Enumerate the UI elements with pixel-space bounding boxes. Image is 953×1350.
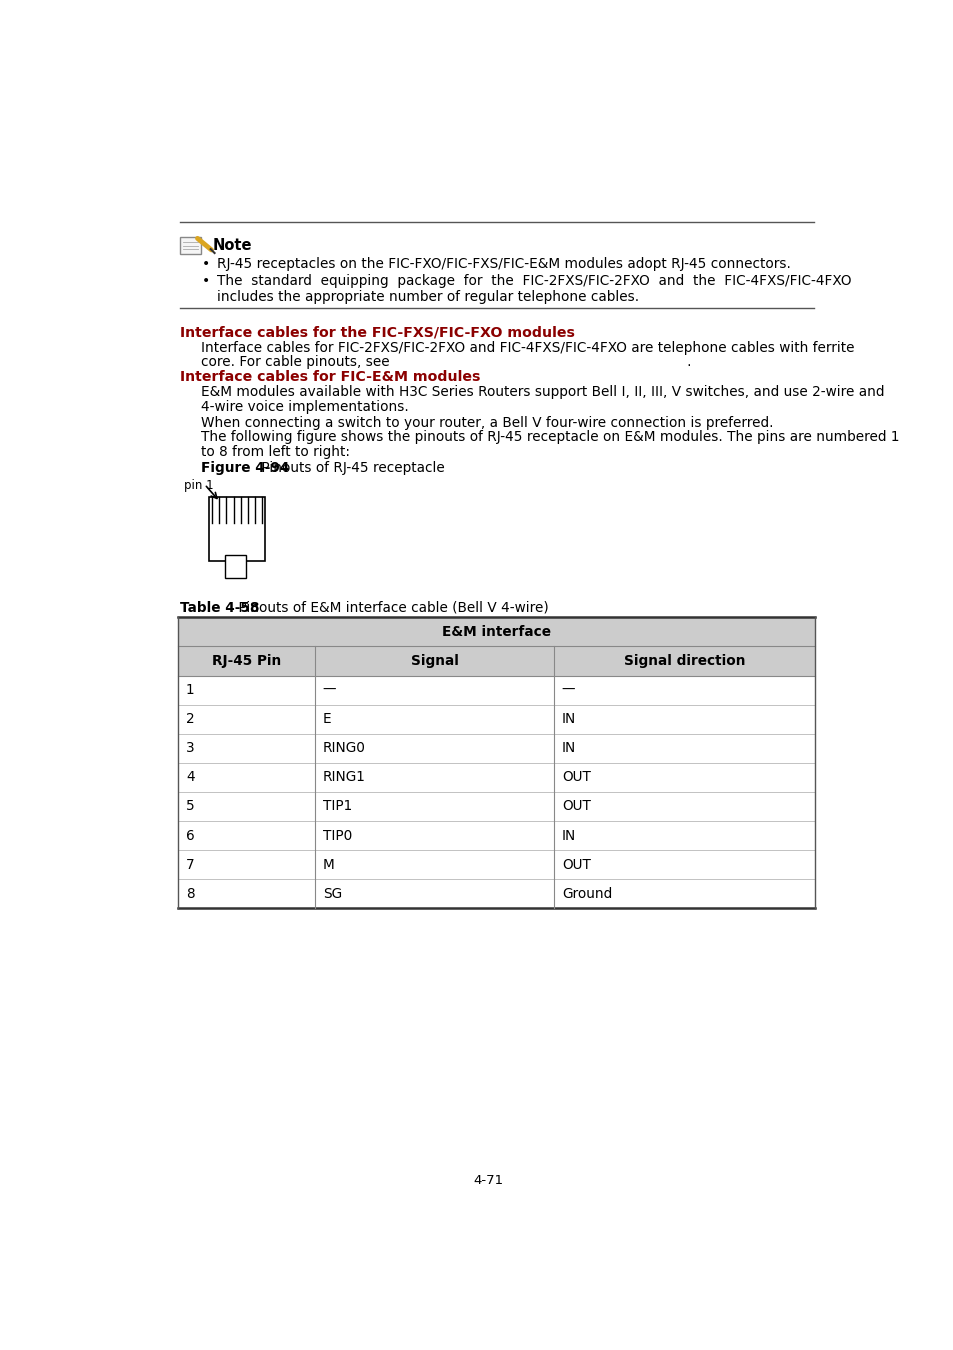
Text: Pinouts of RJ-45 receptacle: Pinouts of RJ-45 receptacle bbox=[257, 462, 444, 475]
Text: •: • bbox=[201, 256, 210, 270]
Text: RING1: RING1 bbox=[322, 771, 365, 784]
Text: TIP1: TIP1 bbox=[322, 799, 352, 814]
Text: RING0: RING0 bbox=[322, 741, 365, 755]
Bar bbox=[314, 647, 554, 675]
Text: 2: 2 bbox=[186, 713, 194, 726]
Text: Table 4-58: Table 4-58 bbox=[179, 601, 259, 614]
Text: •: • bbox=[201, 274, 210, 289]
Text: Note: Note bbox=[212, 238, 252, 252]
Bar bbox=[178, 617, 815, 647]
Text: Ground: Ground bbox=[561, 887, 612, 900]
Text: 6: 6 bbox=[186, 829, 194, 842]
Text: to 8 from left to right:: to 8 from left to right: bbox=[200, 444, 349, 459]
Text: pin 1: pin 1 bbox=[183, 479, 213, 491]
Text: The following figure shows the pinouts of RJ-45 receptacle on E&M modules. The p: The following figure shows the pinouts o… bbox=[200, 431, 898, 444]
Text: E: E bbox=[322, 713, 331, 726]
Text: 4: 4 bbox=[186, 771, 194, 784]
Text: Interface cables for FIC-2FXS/FIC-2FXO and FIC-4FXS/FIC-4FXO are telephone cable: Interface cables for FIC-2FXS/FIC-2FXO a… bbox=[200, 340, 853, 355]
Bar bbox=[209, 497, 265, 562]
Text: OUT: OUT bbox=[561, 799, 590, 814]
Text: 3: 3 bbox=[186, 741, 194, 755]
Bar bbox=[179, 236, 201, 254]
Text: 1: 1 bbox=[186, 683, 194, 697]
Text: IN: IN bbox=[561, 713, 576, 726]
Text: Interface cables for FIC-E&M modules: Interface cables for FIC-E&M modules bbox=[179, 370, 479, 383]
Text: Interface cables for the FIC-FXS/FIC-FXO modules: Interface cables for the FIC-FXS/FIC-FXO… bbox=[179, 325, 574, 339]
Text: E&M interface: E&M interface bbox=[441, 625, 551, 639]
Text: M: M bbox=[322, 857, 335, 872]
Text: Figure 4-94: Figure 4-94 bbox=[200, 462, 289, 475]
Text: IN: IN bbox=[561, 741, 576, 755]
Text: RJ-45 receptacles on the FIC-FXO/FIC-FXS/FIC-E&M modules adopt RJ-45 connectors.: RJ-45 receptacles on the FIC-FXO/FIC-FXS… bbox=[216, 256, 790, 270]
Text: When connecting a switch to your router, a Bell V four-wire connection is prefer: When connecting a switch to your router,… bbox=[200, 416, 772, 429]
Text: 5: 5 bbox=[186, 799, 194, 814]
Text: 4-71: 4-71 bbox=[474, 1174, 503, 1188]
Text: RJ-45 Pin: RJ-45 Pin bbox=[212, 653, 281, 668]
Text: OUT: OUT bbox=[561, 857, 590, 872]
Text: Signal: Signal bbox=[410, 653, 458, 668]
Text: 7: 7 bbox=[186, 857, 194, 872]
Text: 4-wire voice implementations.: 4-wire voice implementations. bbox=[200, 400, 408, 414]
Text: TIP0: TIP0 bbox=[322, 829, 352, 842]
Text: —: — bbox=[561, 683, 575, 697]
Text: Signal direction: Signal direction bbox=[623, 653, 744, 668]
Text: SG: SG bbox=[322, 887, 341, 900]
Text: —: — bbox=[322, 683, 336, 697]
Bar bbox=[225, 555, 246, 578]
Text: includes the appropriate number of regular telephone cables.: includes the appropriate number of regul… bbox=[216, 290, 639, 304]
Bar bbox=[178, 647, 314, 675]
Bar bbox=[554, 647, 815, 675]
Text: The  standard  equipping  package  for  the  FIC-2FXS/FIC-2FXO  and  the  FIC-4F: The standard equipping package for the F… bbox=[216, 274, 850, 289]
Text: Pinouts of E&M interface cable (Bell V 4-wire): Pinouts of E&M interface cable (Bell V 4… bbox=[233, 601, 548, 614]
Text: OUT: OUT bbox=[561, 771, 590, 784]
Text: 8: 8 bbox=[186, 887, 194, 900]
Text: core. For cable pinouts, see                                                    : core. For cable pinouts, see bbox=[200, 355, 690, 370]
Text: E&M modules available with H3C Series Routers support Bell I, II, III, V switche: E&M modules available with H3C Series Ro… bbox=[200, 386, 883, 400]
Text: IN: IN bbox=[561, 829, 576, 842]
